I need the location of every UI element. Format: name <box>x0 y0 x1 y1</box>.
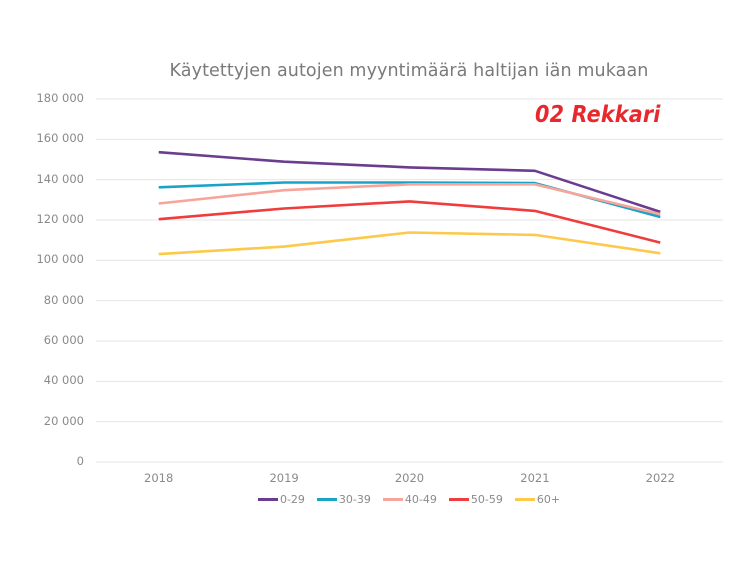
y-tick-label: 40 000 <box>43 373 84 388</box>
y-tick-label: 180 000 <box>36 91 84 105</box>
legend-item: 0-29 <box>257 493 305 506</box>
series-line-60+ <box>158 231 661 256</box>
legend-swatch-icon <box>382 498 403 501</box>
legend-label: 60+ <box>536 493 561 506</box>
legend-swatch-icon <box>316 498 337 501</box>
series-line-0-29 <box>158 150 661 214</box>
x-tick-label: 2018 <box>144 471 174 485</box>
y-tick-label: 120 000 <box>36 212 84 226</box>
y-tick-label: 20 000 <box>43 413 84 428</box>
legend-item: 30-39 <box>316 493 371 506</box>
legend-label: 0-29 <box>279 493 305 506</box>
data-series-lines <box>158 150 661 256</box>
brand-logo: 02 Rekkari <box>535 102 661 128</box>
legend-item: 50-59 <box>448 493 503 506</box>
x-tick-label: 2019 <box>269 471 299 485</box>
series-line-40-49 <box>158 183 661 216</box>
y-tick-label: 100 000 <box>36 252 84 267</box>
series-line-50-59 <box>158 200 661 244</box>
y-tick-label: 160 000 <box>36 131 84 146</box>
x-tick-label: 2022 <box>645 471 675 485</box>
y-tick-label: 80 000 <box>43 292 84 307</box>
legend-swatch-icon <box>448 498 469 501</box>
x-tick-label: 2020 <box>394 471 425 485</box>
legend-label: 40-49 <box>404 493 437 506</box>
gridlines <box>96 98 723 463</box>
legend-item: 60+ <box>514 493 561 506</box>
legend-swatch-icon <box>257 498 278 501</box>
legend-label: 30-39 <box>338 493 371 506</box>
chart-title: Käytettyjen autojen myyntimäärä haltijan… <box>169 61 649 81</box>
y-tick-label: 60 000 <box>43 333 84 347</box>
legend-label: 50-59 <box>470 493 503 506</box>
legend-swatch-icon <box>514 498 535 501</box>
legend: 0-29 30-39 40-49 50-59 60+ <box>0 493 750 506</box>
y-tick-label: 0 <box>76 454 84 468</box>
legend-item: 40-49 <box>382 493 437 506</box>
y-tick-label: 140 000 <box>36 171 84 186</box>
x-tick-label: 2021 <box>520 471 550 485</box>
